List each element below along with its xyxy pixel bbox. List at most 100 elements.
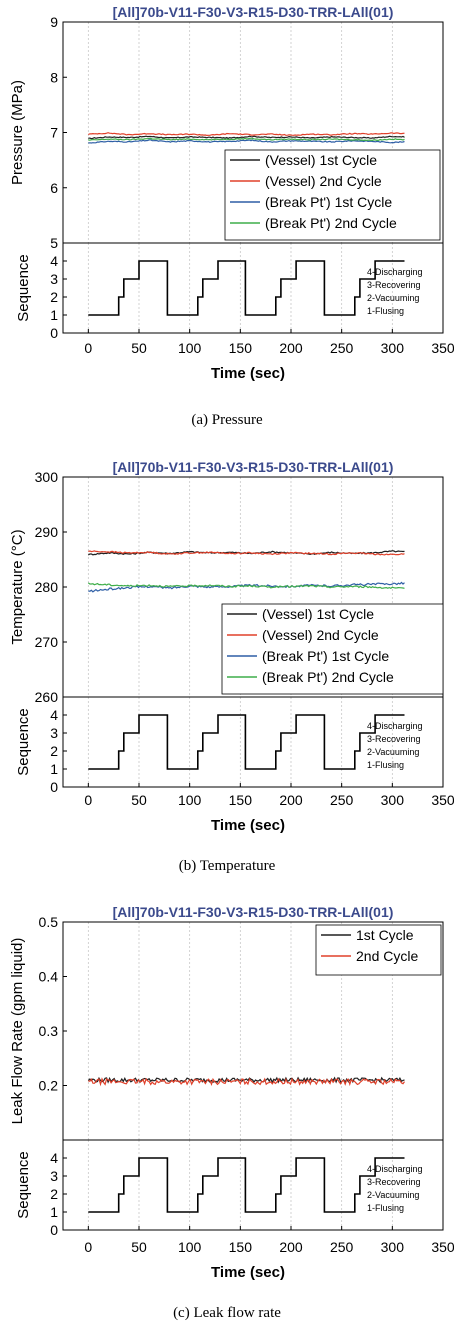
chart-title: [All]70b-V11-F30-V3-R15-D30-TRR-LAll(01) <box>113 904 394 920</box>
legend: 1st Cycle 2nd Cycle <box>315 924 442 976</box>
chart-panel-temperature: [All]70b-V11-F30-V3-R15-D30-TRR-LAll(01)… <box>9 459 454 874</box>
chart-panel-pressure: [All]70b-V11-F30-V3-R15-D30-TRR-LAll(01)… <box>9 4 454 428</box>
x-tick-label: 0 <box>84 340 92 356</box>
y-tick-label: 290 <box>35 524 59 540</box>
legend-box <box>224 149 441 241</box>
sequence-tick-label: 2 <box>50 1186 58 1202</box>
y-tick-label: 8 <box>50 69 58 85</box>
legend-box <box>315 924 442 976</box>
y-tick-label: 6 <box>50 180 58 196</box>
x-tick-label: 300 <box>381 792 405 808</box>
sequence-tick-label: 0 <box>50 1222 58 1238</box>
legend-entry: 2nd Cycle <box>356 948 418 964</box>
y-tick-label: 300 <box>35 469 59 485</box>
x-tick-label: 50 <box>131 792 147 808</box>
sequence-tick-label: 1 <box>50 307 58 323</box>
sequence-tick-label: 1 <box>50 761 58 777</box>
sequence-tick-label: 1 <box>50 1204 58 1220</box>
x-tick-label: 50 <box>131 1239 147 1255</box>
sequence-legend-entry: 4-Discharging <box>367 1164 423 1174</box>
sequence-tick-label: 3 <box>50 1168 58 1184</box>
y-tick-label: 0.3 <box>39 1023 59 1039</box>
sequence-tick-label: 4 <box>50 1150 58 1166</box>
sequence-tick-label: 3 <box>50 271 58 287</box>
x-axis-label: Time (sec) <box>211 365 285 382</box>
x-tick-label: 150 <box>229 792 253 808</box>
legend-entry: (Break Pt') 1st Cycle <box>262 648 389 664</box>
chart-title: [All]70b-V11-F30-V3-R15-D30-TRR-LAll(01) <box>113 459 394 475</box>
sequence-legend-entry: 3-Recovering <box>367 280 421 290</box>
x-tick-label: 100 <box>178 1239 202 1255</box>
series-line-3 <box>88 581 405 593</box>
sequence-legend-entry: 2-Vacuuming <box>367 1190 419 1200</box>
series-line-3 <box>88 139 405 144</box>
plot-frame-sequence <box>62 242 444 334</box>
y-axis-label: Pressure (MPa) <box>9 80 26 185</box>
sequence-step-line <box>88 714 405 770</box>
x-tick-label: 200 <box>279 792 303 808</box>
x-tick-label: 150 <box>229 340 253 356</box>
series-line-2 <box>88 132 405 137</box>
x-tick-label: 250 <box>330 1239 354 1255</box>
legend: (Vessel) 1st Cycle (Vessel) 2nd Cycle (Bre… <box>224 149 441 241</box>
x-tick-label: 350 <box>431 340 454 356</box>
sequence-tick-label: 4 <box>50 253 58 269</box>
chart-panel-leak_flow: [All]70b-V11-F30-V3-R15-D30-TRR-LAll(01)… <box>9 904 454 1321</box>
series-line-4 <box>88 137 405 142</box>
chart-title: [All]70b-V11-F30-V3-R15-D30-TRR-LAll(01) <box>113 4 394 20</box>
x-tick-label: 300 <box>381 340 405 356</box>
sequence-legend-entry: 3-Recovering <box>367 1177 421 1187</box>
sequence-step-line <box>88 1157 405 1213</box>
series-line-2 <box>88 550 405 556</box>
legend: (Vessel) 1st Cycle (Vessel) 2nd Cycle (Bre… <box>221 603 444 695</box>
y-tick-label: 7 <box>50 125 58 141</box>
x-tick-label: 300 <box>381 1239 405 1255</box>
y-axis-label: Temperature (°C) <box>9 529 26 644</box>
x-tick-label: 0 <box>84 792 92 808</box>
y-tick-label: 280 <box>35 579 59 595</box>
sequence-tick-label: 2 <box>50 289 58 305</box>
legend-box <box>221 603 444 695</box>
x-tick-label: 0 <box>84 1239 92 1255</box>
y-tick-label: 270 <box>35 634 59 650</box>
x-tick-label: 200 <box>279 340 303 356</box>
sequence-tick-label: 0 <box>50 325 58 341</box>
figure-caption: (a) Pressure <box>191 412 263 428</box>
sequence-legend-entry: 1-Flusing <box>367 1203 404 1213</box>
x-tick-label: 200 <box>279 1239 303 1255</box>
x-tick-label: 350 <box>431 792 454 808</box>
x-axis-label: Time (sec) <box>211 817 285 834</box>
x-tick-label: 100 <box>178 792 202 808</box>
series-line-1 <box>88 135 405 140</box>
sequence-legend-entry: 3-Recovering <box>367 734 421 744</box>
legend-entry: (Vessel) 1st Cycle <box>265 152 377 168</box>
x-axis-label: Time (sec) <box>211 1264 285 1281</box>
sequence-axis-label: Sequence <box>15 1151 32 1219</box>
sequence-legend-entry: 1-Flusing <box>367 760 404 770</box>
y-tick-label: 0.2 <box>39 1078 59 1094</box>
y-tick-label: 0.4 <box>39 969 59 985</box>
legend-entry: (Vessel) 1st Cycle <box>262 606 374 622</box>
series-line-4 <box>87 582 405 589</box>
sequence-axis-label: Sequence <box>15 254 32 322</box>
sequence-tick-label: 4 <box>50 707 58 723</box>
x-tick-label: 100 <box>178 340 202 356</box>
legend-entry: (Break Pt') 2nd Cycle <box>262 669 394 685</box>
x-tick-label: 250 <box>330 340 354 356</box>
sequence-axis-label: Sequence <box>15 708 32 776</box>
sequence-legend-entry: 2-Vacuuming <box>367 747 419 757</box>
legend-entry: (Vessel) 2nd Cycle <box>262 627 379 643</box>
x-tick-label: 250 <box>330 792 354 808</box>
sequence-legend-entry: 4-Discharging <box>367 721 423 731</box>
plot-frame-sequence <box>62 1139 444 1231</box>
sequence-legend-entry: 2-Vacuuming <box>367 293 419 303</box>
x-tick-label: 150 <box>229 1239 253 1255</box>
series-line-2 <box>88 1077 405 1087</box>
legend-entry: (Break Pt') 2nd Cycle <box>265 215 397 231</box>
sequence-step-line <box>88 260 405 316</box>
sequence-legend-entry: 4-Discharging <box>367 267 423 277</box>
legend-entry: (Break Pt') 1st Cycle <box>265 194 392 210</box>
legend-entry: (Vessel) 2nd Cycle <box>265 173 382 189</box>
plot-frame-sequence <box>62 696 444 788</box>
